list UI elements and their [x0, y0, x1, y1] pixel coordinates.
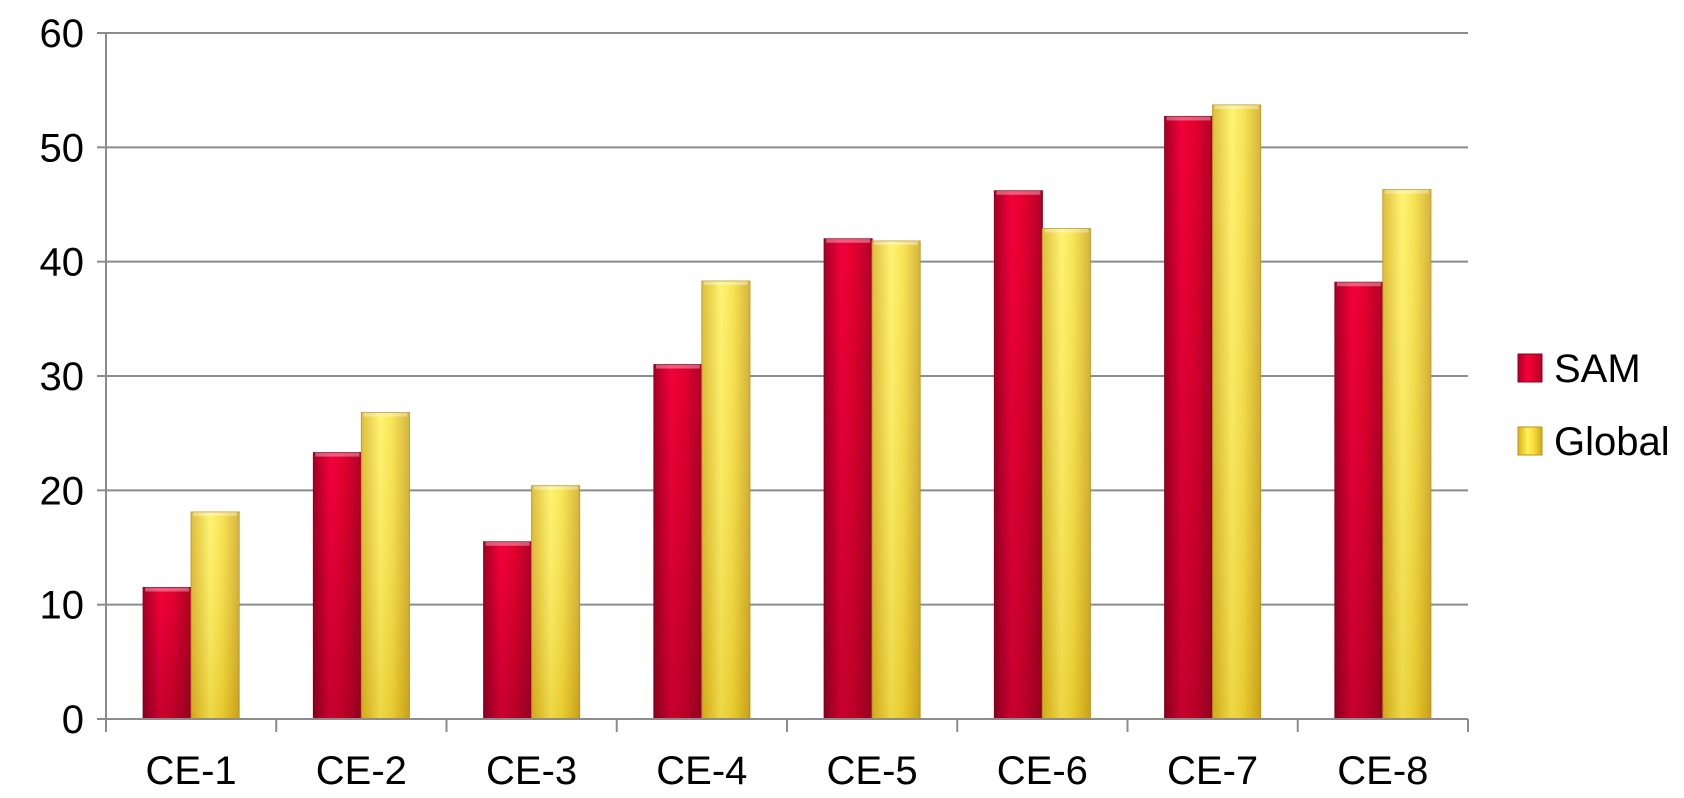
bar-bevel: [1384, 189, 1429, 194]
bar-global-ce-3: [531, 485, 581, 720]
bar-shade: [701, 281, 750, 719]
bar-sam-ce-4: [653, 364, 703, 720]
y-tick-label: 50: [40, 126, 85, 170]
bar-bevel: [145, 587, 190, 592]
bar-shade: [1334, 282, 1383, 719]
legend-swatch: [1517, 426, 1543, 456]
bar-shade: [824, 238, 873, 720]
bar-shade: [483, 541, 532, 719]
bar-bevel: [655, 364, 700, 369]
bar-bevel: [996, 190, 1041, 195]
x-tick-label: CE-8: [1337, 749, 1428, 793]
y-tick-label: 60: [40, 12, 85, 56]
y-tick-label: 30: [40, 355, 85, 399]
x-tick-label: CE-7: [1167, 749, 1258, 793]
legend: SAM Global: [1517, 347, 1670, 464]
y-tick-label: 0: [62, 698, 84, 742]
bar-shade: [531, 485, 580, 719]
x-tick-label: CE-1: [146, 749, 237, 793]
bar-global-ce-4: [701, 280, 751, 720]
bar-sam-ce-7: [1164, 115, 1214, 720]
bar-sam-ce-3: [483, 541, 533, 720]
bar-shade: [653, 364, 702, 719]
bar-bevel: [703, 281, 748, 286]
bar-shade: [191, 512, 240, 719]
x-tick-label: CE-4: [656, 749, 747, 793]
y-tick-label: 10: [40, 584, 85, 628]
bar-bevel: [533, 485, 578, 490]
legend-item-global: Global: [1517, 420, 1670, 464]
bar-global-ce-2: [360, 412, 410, 720]
x-tick-label: CE-6: [997, 749, 1088, 793]
legend-label: Global: [1554, 420, 1670, 464]
bar-bevel: [826, 238, 871, 243]
bar-shade: [872, 241, 921, 719]
bar-bevel: [363, 412, 408, 417]
bar-global-ce-6: [1041, 228, 1091, 720]
bar-global-ce-5: [871, 240, 921, 720]
x-tick-label: CE-3: [486, 749, 577, 793]
bar-global-ce-8: [1382, 189, 1432, 720]
bar-sam-ce-6: [993, 190, 1043, 720]
gridlines: [106, 32, 1468, 606]
y-tick-label: 40: [40, 241, 85, 285]
bar-shade: [1212, 105, 1261, 719]
legend-label: SAM: [1554, 347, 1641, 391]
bar-shade: [994, 190, 1043, 719]
legend-swatch: [1517, 353, 1543, 383]
x-tick-label: CE-5: [827, 749, 918, 793]
bar-bevel: [1336, 282, 1381, 287]
bar-shade: [1164, 116, 1213, 720]
bar-bevel: [485, 541, 530, 546]
bar-sam-ce-5: [823, 238, 873, 720]
bar-bevel: [315, 452, 360, 457]
bar-shade: [1382, 189, 1431, 720]
bar-bevel: [1214, 105, 1259, 110]
bar-global-ce-1: [190, 511, 240, 720]
x-tick-label: CE-2: [316, 749, 407, 793]
axes: 0 10 20 30 40 50 60 CE-1 CE-2 CE-3 CE-4 CE-5 CE-6 CE-…: [40, 12, 1469, 793]
bar-bevel: [874, 241, 919, 246]
bars: [142, 104, 1432, 720]
bar-bevel: [193, 512, 238, 517]
bar-bevel: [1166, 116, 1211, 121]
bar-global-ce-7: [1212, 104, 1262, 720]
bar-shade: [143, 587, 192, 719]
bar-sam-ce-2: [312, 452, 362, 720]
bar-shade: [1042, 228, 1091, 719]
y-tick-label: 20: [40, 469, 85, 513]
bar-sam-ce-1: [142, 587, 192, 720]
bar-shade: [361, 412, 410, 719]
bar-shade: [313, 452, 362, 719]
bar-sam-ce-8: [1334, 281, 1384, 720]
bar-bevel: [1044, 228, 1089, 233]
legend-item-sam: SAM: [1517, 347, 1641, 391]
